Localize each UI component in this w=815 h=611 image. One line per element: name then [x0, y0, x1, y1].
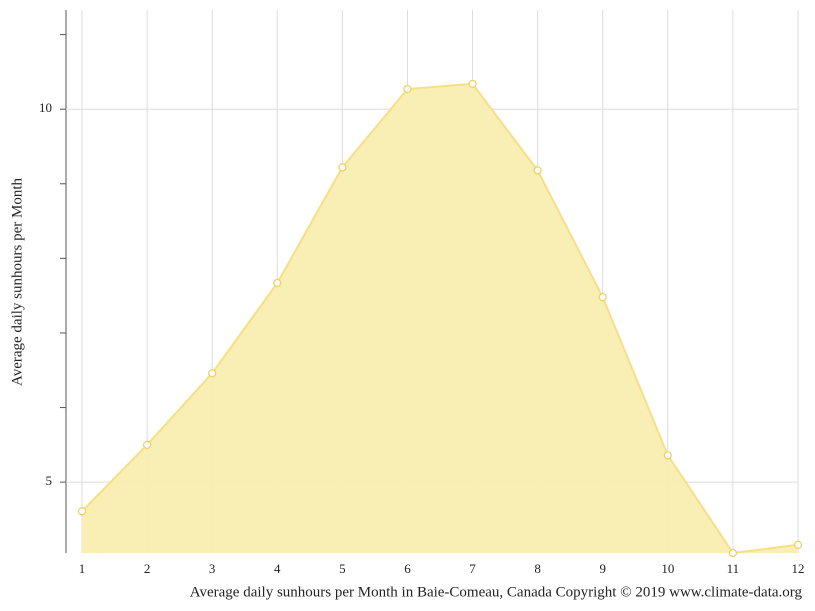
y-tick-label: 5 [46, 473, 53, 488]
point [793, 540, 803, 549]
point [273, 278, 282, 288]
point [663, 451, 672, 460]
point [142, 440, 152, 449]
area [82, 83, 798, 553]
x-tick-label: 7 [469, 561, 476, 576]
x-tick-label: 2 [144, 561, 151, 576]
x-tick-label: 8 [534, 561, 541, 576]
x-tick-label: 3 [209, 561, 216, 576]
x-tick-label: 11 [727, 561, 740, 576]
x-tick-label: 10 [661, 561, 674, 576]
x-tick-label: 12 [792, 561, 805, 576]
point [598, 293, 607, 302]
point [533, 166, 542, 175]
x-tick-label: 1 [79, 561, 86, 576]
x-tick-label: 6 [404, 561, 411, 576]
point [728, 548, 738, 558]
point [208, 369, 217, 378]
line [81, 82, 799, 555]
point [403, 84, 412, 94]
point [468, 79, 477, 88]
x-tick-label: 4 [274, 561, 281, 576]
x-tick-label: 9 [599, 561, 606, 576]
chart-title: Average daily sunhours per Month in Baie… [190, 584, 803, 600]
point [77, 507, 87, 516]
x-tick-label: 5 [339, 561, 346, 576]
y-tick-label: 10 [39, 100, 52, 115]
y-axis-label: Average daily sunhours per Month [9, 178, 25, 387]
point [338, 163, 347, 172]
